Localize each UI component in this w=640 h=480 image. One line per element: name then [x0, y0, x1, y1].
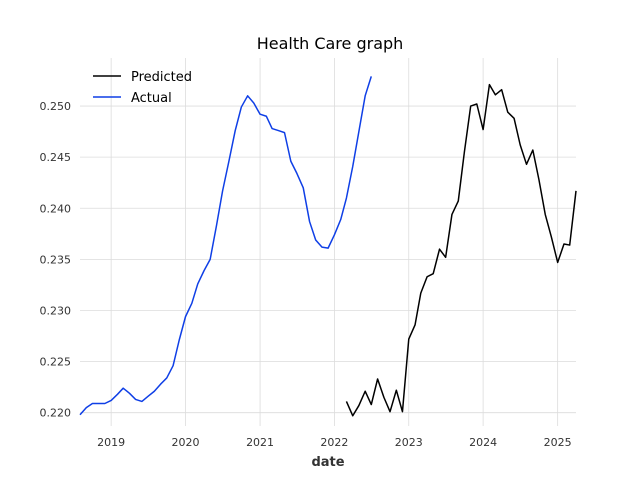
x-tick-label: 2019: [97, 436, 125, 449]
series-lines: [79, 76, 577, 417]
chart-title: Health Care graph: [257, 34, 404, 53]
x-tick-label: 2022: [320, 436, 348, 449]
y-tick-label: 0.240: [40, 202, 72, 215]
y-tick-label: 0.220: [40, 407, 72, 420]
y-tick-label: 0.250: [40, 100, 72, 113]
x-tick-label: 2023: [395, 436, 423, 449]
y-tick-label: 0.230: [40, 304, 72, 317]
y-tick-label: 0.245: [40, 151, 72, 164]
series-line-predicted: [345, 83, 577, 417]
tick-labels: 0.220 0.225 0.230 0.235 0.240 0.245 0.250 2019 2…: [40, 100, 572, 449]
x-tick-label: 2025: [544, 436, 572, 449]
legend: Predicted Actual: [93, 70, 192, 106]
x-axis-label: date: [311, 455, 344, 470]
x-tick-label: 2020: [172, 436, 200, 449]
grid: [80, 58, 576, 426]
y-tick-label: 0.235: [40, 253, 72, 266]
series-line-actual: [79, 76, 373, 416]
x-tick-label: 2024: [469, 436, 497, 449]
x-tick-label: 2021: [246, 436, 274, 449]
legend-label: Predicted: [131, 70, 192, 85]
y-tick-label: 0.225: [40, 356, 72, 369]
legend-label: Actual: [131, 91, 172, 106]
